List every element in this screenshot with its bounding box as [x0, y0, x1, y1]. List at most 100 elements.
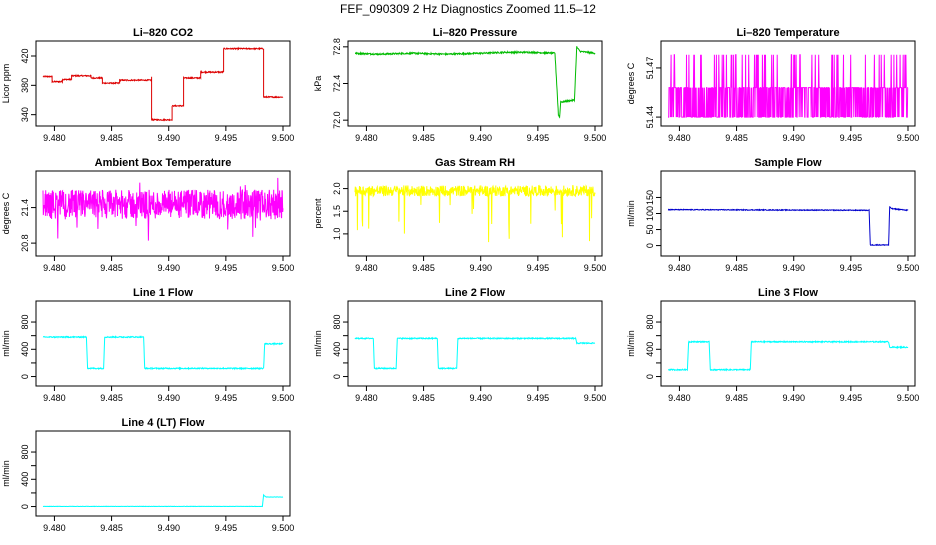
- panel-4-xtick-label: 9.495: [215, 263, 238, 273]
- panel-10-ytick-label: 400: [20, 472, 30, 487]
- panel-2-ytick-label: 72.8: [332, 38, 342, 56]
- panel-3-xtick-label: 9.500: [897, 133, 920, 143]
- panel-9-plot-frame: [660, 300, 916, 387]
- panel-5-xtick-label: 9.485: [412, 263, 435, 273]
- panel-6-xtick-label: 9.495: [840, 263, 863, 273]
- panel-8-xtick-label: 9.485: [412, 393, 435, 403]
- panel-5-xtick-label: 9.500: [584, 263, 607, 273]
- panel-4-xtick-label: 9.500: [272, 263, 295, 273]
- panel-4-ylabel: degrees C: [1, 192, 11, 234]
- panel-10-ylabel: ml/min: [1, 460, 11, 487]
- panel-4-xtick-label: 9.485: [100, 263, 123, 273]
- panel-10-xtick-label: 9.490: [157, 523, 180, 533]
- panel-10-title: Line 4 (LT) Flow: [122, 417, 205, 429]
- panel-6-series-line: [667, 206, 909, 247]
- panel-7-ylabel: ml/min: [1, 330, 11, 357]
- panel-6-ytick-label: 50: [645, 225, 655, 235]
- panel-10-xtick-label: 9.485: [100, 523, 123, 533]
- panel-10-series-line: [42, 493, 284, 508]
- panel-8-xtick-label: 9.495: [527, 393, 550, 403]
- panel-3-ylabel: degrees C: [626, 62, 636, 104]
- panel-7-ytick-label: 800: [20, 315, 30, 330]
- panel-9-ytick-label: 0: [645, 374, 655, 379]
- panel-1-xtick-label: 9.500: [272, 133, 295, 143]
- panel-8-title: Line 2 Flow: [445, 287, 505, 299]
- panel-8-xtick-label: 9.480: [355, 393, 378, 403]
- panel-2-xtick-label: 9.495: [527, 133, 550, 143]
- panel-3-xtick-label: 9.480: [668, 133, 691, 143]
- panel-7-xtick-label: 9.490: [157, 393, 180, 403]
- panel-9-title: Line 3 Flow: [758, 287, 818, 299]
- panel-5-xtick-label: 9.495: [527, 263, 550, 273]
- panel-5-ylabel: percent: [313, 198, 323, 229]
- panel-10-plot-frame: [35, 430, 291, 517]
- panel-6-plot-frame: [660, 170, 916, 257]
- panel-2-xtick-label: 9.500: [584, 133, 607, 143]
- panel-6-xtick-label: 9.485: [725, 263, 748, 273]
- panel-2-xtick-label: 9.490: [469, 133, 492, 143]
- panel-4-plot-frame: [35, 170, 291, 257]
- panel-6-title: Sample Flow: [754, 157, 822, 169]
- panel-10-ytick-label: 800: [20, 445, 30, 460]
- panel-1-ylabel: Licor ppm: [1, 64, 11, 104]
- panel-9-xtick-label: 9.495: [840, 393, 863, 403]
- panel-1-series-line: [42, 46, 284, 122]
- panel-10-ytick-label: 0: [20, 504, 30, 509]
- panel-1-ytick-label: 340: [20, 107, 30, 122]
- panel-1-ytick-label: 380: [20, 78, 30, 93]
- panel-1-plot-frame: [35, 40, 291, 127]
- panel-2-ytick-label: 72.4: [332, 75, 342, 93]
- panel-8-xtick-label: 9.490: [469, 393, 492, 403]
- panel-9-ylabel: ml/min: [626, 330, 636, 357]
- panel-9-xtick-label: 9.485: [725, 393, 748, 403]
- panel-1-xtick-label: 9.485: [100, 133, 123, 143]
- panel-7-plot-frame: [35, 300, 291, 387]
- panel-3-plot-frame: [660, 40, 916, 127]
- panel-3-title: Li–820 Temperature: [736, 27, 839, 39]
- panel-9-series-line: [668, 339, 909, 372]
- panel-5-ytick-label: 2.0: [332, 182, 342, 195]
- panel-5-series-line: [354, 184, 596, 243]
- panel-8-series-line: [354, 336, 596, 370]
- panel-3-ytick-label: 51.44: [645, 106, 655, 129]
- panel-10-xtick-label: 9.480: [43, 523, 66, 533]
- panel-8-ylabel: ml/min: [313, 330, 323, 357]
- panel-7-title: Line 1 Flow: [133, 287, 193, 299]
- panel-1-xtick-label: 9.490: [157, 133, 180, 143]
- panel-4-series-line: [42, 177, 284, 241]
- panel-2-series-line: [354, 46, 596, 119]
- figure-title: FEF_090309 2 Hz Diagnostics Zoomed 11.5–…: [340, 2, 596, 16]
- panel-7-series-line: [42, 335, 284, 371]
- panel-10-xtick-label: 9.500: [272, 523, 295, 533]
- panel-5-xtick-label: 9.490: [469, 263, 492, 273]
- panel-8-ytick-label: 0: [332, 374, 342, 379]
- panel-10-xtick-label: 9.495: [215, 523, 238, 533]
- panel-8-ytick-label: 800: [332, 315, 342, 330]
- panel-9-xtick-label: 9.490: [782, 393, 805, 403]
- panel-8-xtick-label: 9.500: [584, 393, 607, 403]
- panel-3-xtick-label: 9.495: [840, 133, 863, 143]
- panel-6-xtick-label: 9.480: [668, 263, 691, 273]
- panel-2-ytick-label: 72.0: [332, 111, 342, 129]
- panel-8-ytick-label: 400: [332, 342, 342, 357]
- panel-6-ylabel: ml/min: [626, 200, 636, 227]
- panel-7-xtick-label: 9.485: [100, 393, 123, 403]
- panel-2-xtick-label: 9.480: [355, 133, 378, 143]
- panel-9-xtick-label: 9.480: [668, 393, 691, 403]
- panel-1-xtick-label: 9.495: [215, 133, 238, 143]
- panel-3-ytick-label: 51.47: [645, 57, 655, 80]
- panel-1-xtick-label: 9.480: [43, 133, 66, 143]
- panel-1-ytick-label: 420: [20, 48, 30, 63]
- panel-9-ytick-label: 400: [645, 342, 655, 357]
- panel-6-xtick-label: 9.490: [782, 263, 805, 273]
- panel-6-ytick-label: 150: [645, 190, 655, 205]
- panel-8-plot-frame: [347, 300, 603, 387]
- panel-5-title: Gas Stream RH: [435, 157, 515, 169]
- panel-5-ytick-label: 1.5: [332, 205, 342, 218]
- panel-6-ytick-label: 100: [645, 206, 655, 221]
- panel-7-xtick-label: 9.495: [215, 393, 238, 403]
- panel-4-xtick-label: 9.480: [43, 263, 66, 273]
- panel-7-xtick-label: 9.500: [272, 393, 295, 403]
- panel-3-xtick-label: 9.485: [725, 133, 748, 143]
